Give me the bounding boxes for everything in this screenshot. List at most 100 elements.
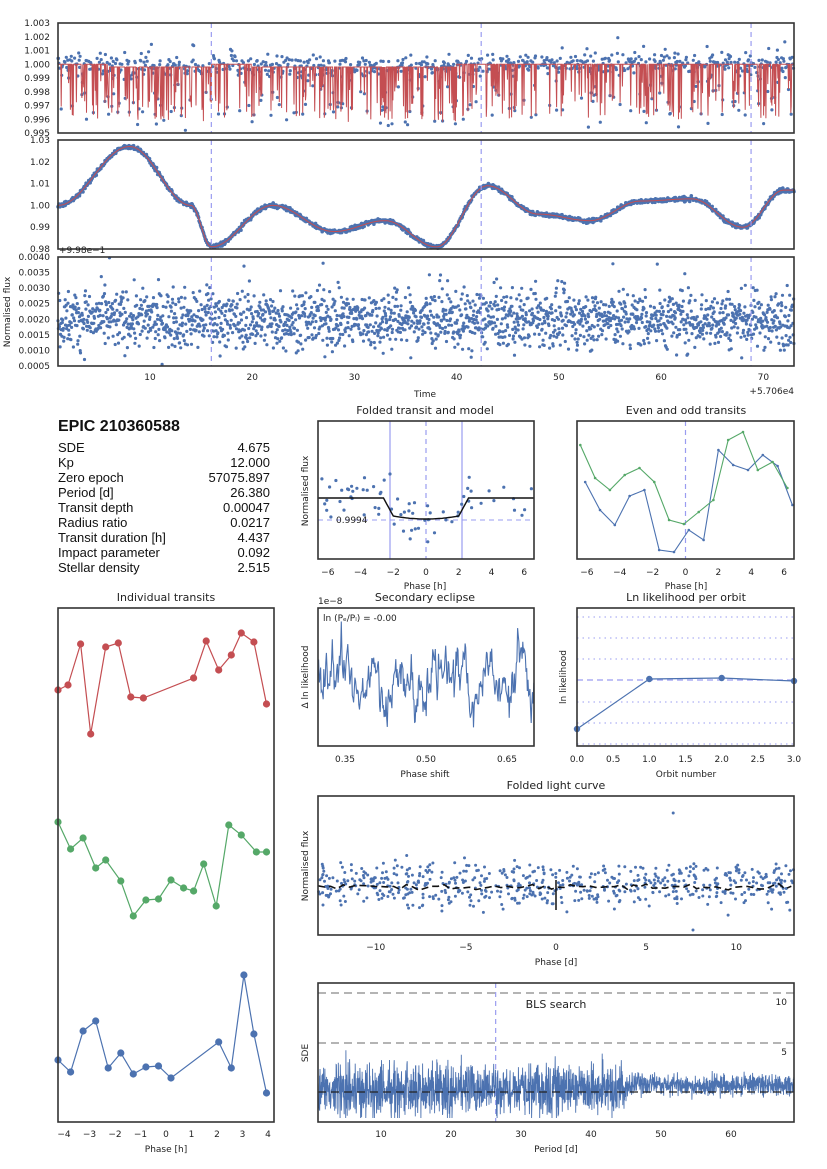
x-tick-label: 20 (246, 373, 258, 383)
bls-frame (317, 982, 795, 1123)
folded-transit-ylabel: Normalised flux (301, 455, 311, 526)
stat-value: 0.092 (237, 545, 270, 560)
bls-spectrum-line (317, 1050, 795, 1119)
folded-lc-points (317, 811, 795, 932)
folded-transit-title: Folded transit and model (356, 404, 494, 417)
x-tick-label: 0.0 (570, 755, 585, 765)
folded-lc-title: Folded light curve (507, 779, 606, 792)
flux-points (56, 36, 796, 132)
x-tick-label: −3 (83, 1130, 96, 1140)
y-tick-label: 1.00 (30, 201, 50, 211)
y-tick-label: 0.0025 (19, 300, 51, 310)
individual-title: Individual transits (117, 591, 216, 604)
stat-value: 26.380 (230, 485, 270, 500)
x-tick-label: 70 (758, 373, 770, 383)
stat-label: Stellar density (58, 560, 140, 575)
secondary-offset-label: 1e−8 (318, 597, 343, 607)
folded-transit-depth-label: 0.9994 (336, 516, 368, 526)
stat-label: Impact parameter (58, 545, 160, 560)
folded-transit-panel: −6 −4 −2 0 2 4 6 (317, 420, 535, 578)
stat-value: 12.000 (230, 455, 270, 470)
shared-flux-label: Normalised flux (3, 276, 13, 347)
bls-level-5: 5 (781, 1048, 787, 1058)
x-tick-label: 40 (585, 1130, 597, 1140)
lnlike-panel: 0.0 0.5 1.0 1.5 2.0 2.5 3.0 (570, 607, 802, 765)
x-tick-label: −2 (387, 568, 400, 578)
stat-row-transit-duration: Transit duration [h] 4.437 (58, 530, 270, 545)
y-tick-label: 0.0020 (19, 315, 51, 325)
stat-row-transit-depth: Transit depth 0.00047 (58, 500, 270, 515)
x-tick-label: −1 (134, 1130, 147, 1140)
y-tick-label: 0.997 (24, 102, 50, 112)
x-tick-label: 10 (731, 943, 743, 953)
x-tick-label: 40 (451, 373, 463, 383)
secondary-likelihood-line (317, 621, 535, 728)
x-tick-label: −2 (646, 568, 659, 578)
x-tick-label: 10 (144, 373, 156, 383)
even-odd-title: Even and odd transits (626, 404, 747, 417)
y-tick-label: 0.995 (24, 129, 50, 139)
even-odd-xlabel: Phase [h] (665, 582, 707, 592)
lnlike-line (576, 677, 795, 730)
x-tick-label: 2 (214, 1130, 220, 1140)
secondary-frame (317, 607, 535, 747)
folded-lc-frame (317, 795, 795, 936)
transit-2-points (54, 818, 271, 920)
stat-label: Zero epoch (58, 470, 124, 485)
x-tick-label: 50 (655, 1130, 667, 1140)
lnlike-title: Ln likelihood per orbit (626, 591, 747, 604)
stat-row-zero-epoch: Zero epoch 57075.897 (58, 470, 270, 485)
x-tick-label: 0 (683, 568, 689, 578)
folded-lc-xlabel: Phase [d] (535, 958, 577, 968)
x-tick-label: 3 (240, 1130, 246, 1140)
transit-3-line (57, 974, 268, 1094)
lnlike-points (573, 674, 798, 733)
secondary-ylabel: Δ ln likelihood (301, 646, 311, 709)
x-tick-label: 30 (515, 1130, 527, 1140)
x-tick-label: 2.5 (751, 755, 765, 765)
y-tick-label: 0.998 (24, 88, 50, 98)
folded-transit-points (320, 472, 533, 544)
y-tick-label: 1.002 (24, 33, 50, 43)
x-tick-label: 60 (655, 373, 667, 383)
folded-transit-xlabel: Phase [h] (404, 582, 446, 592)
individual-xlabel: Phase [h] (145, 1145, 187, 1155)
stat-row-impact-parameter: Impact parameter 0.092 (58, 545, 270, 560)
stat-label: Transit duration [h] (58, 530, 166, 545)
detrended-offset-label: +9.98e−1 (59, 246, 105, 256)
bls-panel: 10 20 30 40 50 60 (317, 982, 795, 1140)
y-tick-label: 0.0005 (19, 362, 51, 372)
x-tick-label: −4 (354, 568, 368, 578)
secondary-title: Secondary eclipse (375, 591, 475, 604)
model-line (58, 63, 794, 122)
secondary-ratio-label: ln (Pₑ/Pₗ) = -0.00 (323, 614, 397, 624)
stat-label: Radius ratio (58, 515, 128, 530)
x-tick-label: −5 (459, 943, 472, 953)
x-tick-label: 3.0 (787, 755, 802, 765)
transit-2-line (57, 821, 267, 918)
y-tick-label: 0.98 (30, 245, 50, 255)
even-odd-frame (576, 420, 795, 560)
stat-value: 57075.897 (208, 470, 270, 485)
x-tick-label: 1.5 (678, 755, 692, 765)
x-tick-label: −2 (108, 1130, 121, 1140)
trend-points (56, 143, 796, 250)
x-tick-label: 0 (423, 568, 429, 578)
y-tick-label: 0.0010 (19, 346, 51, 356)
x-tick-label: 30 (349, 373, 361, 383)
trend-frame (57, 139, 795, 250)
y-tick-label: 1.02 (30, 158, 50, 168)
individual-frame (57, 607, 275, 1123)
trend-model-line (58, 146, 794, 248)
x-tick-label: 50 (553, 373, 565, 383)
stat-value: 4.437 (237, 530, 270, 545)
y-tick-label: 1.000 (24, 60, 50, 70)
x-tick-label: 0.50 (416, 755, 436, 765)
bls-level-10: 10 (776, 998, 788, 1008)
x-tick-label: 4 (489, 568, 495, 578)
even-transit-points (579, 430, 789, 526)
middle-panels: −6 −4 −2 0 2 4 6 −6 −4 −2 0 2 4 6 0.35 0.50 0.65 0.0 0.5 1.… (317, 420, 802, 765)
lnlike-xlabel: Orbit number (656, 770, 717, 780)
x-tick-label: −6 (321, 568, 335, 578)
